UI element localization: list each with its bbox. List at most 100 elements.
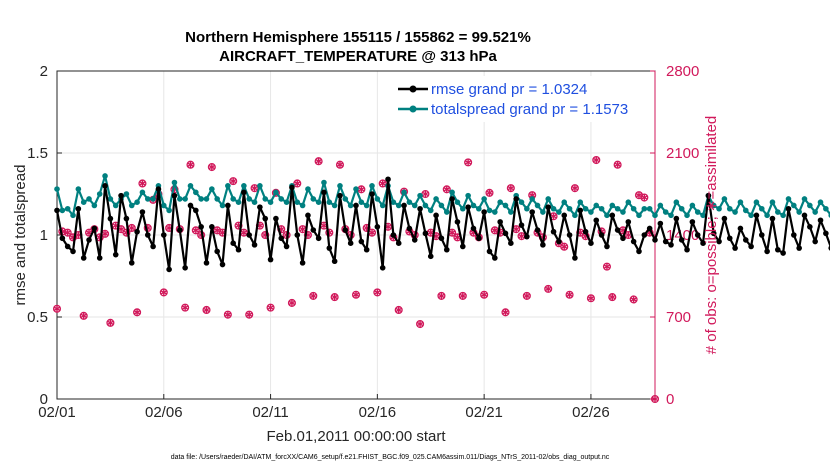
series-point-rmse (465, 204, 471, 210)
series-point-rmse (187, 202, 194, 209)
series-point-totalspread (700, 212, 706, 219)
obs-assimilated-marker (128, 225, 136, 231)
series-point-rmse (609, 212, 616, 219)
series-point-rmse (700, 240, 706, 246)
obs-marker (330, 293, 339, 302)
obs-assimilated-marker (651, 396, 659, 402)
obs-assimilated-marker (357, 186, 365, 192)
obs-marker (266, 303, 275, 312)
series-point-rmse (438, 235, 445, 242)
series-point-totalspread (203, 196, 210, 202)
obs-marker (186, 160, 195, 169)
series-point-rmse (620, 235, 626, 242)
obs-assimilated-marker (560, 244, 568, 250)
series-point-rmse (785, 205, 792, 212)
series-point-totalspread (369, 183, 375, 189)
series-point-rmse (630, 238, 637, 245)
obs-assimilated-marker (331, 294, 339, 300)
series-point-rmse (775, 246, 781, 253)
series-point-rmse (166, 266, 172, 273)
obs-assimilated-marker (101, 231, 109, 237)
series-point-rmse (481, 209, 487, 215)
series-point-totalspread (107, 196, 114, 202)
series-point-rmse (123, 215, 130, 222)
obs-assimilated-marker (309, 293, 317, 299)
series-point-totalspread (609, 202, 616, 209)
obs-marker (544, 284, 553, 293)
series-point-rmse (550, 228, 557, 235)
obs-marker (629, 295, 638, 304)
series-point-totalspread (459, 205, 466, 212)
series-point-rmse (139, 209, 146, 215)
series-point-rmse (321, 189, 327, 196)
series-point-rmse (780, 250, 786, 256)
obs-assimilated-marker (80, 313, 88, 319)
series-point-totalspread (769, 199, 776, 205)
series-point-rmse (518, 222, 525, 228)
series-point-totalspread (476, 205, 482, 212)
series-point-rmse (337, 192, 343, 199)
series-point-totalspread (70, 212, 76, 219)
series-point-rmse (331, 258, 338, 265)
series-point-rmse (721, 215, 728, 222)
series-point-rmse (502, 230, 509, 237)
series-point-rmse (417, 205, 423, 212)
series-point-totalspread (577, 199, 584, 205)
series-point-rmse (91, 225, 98, 232)
obs-marker (608, 293, 617, 302)
series-point-totalspread (310, 196, 317, 202)
series-point-totalspread (566, 205, 573, 212)
series-point-totalspread (262, 196, 269, 202)
series-point-totalspread (588, 209, 594, 215)
obs-assimilated-marker (635, 192, 643, 198)
series-point-rmse (107, 215, 114, 222)
series-point-rmse (705, 192, 712, 199)
series-point-rmse (182, 265, 188, 271)
obs-assimilated-marker (571, 185, 579, 191)
left-tick-label: 1 (40, 227, 48, 244)
series-layer (54, 173, 830, 273)
obs-assimilated-marker (133, 309, 141, 315)
series-point-rmse (646, 225, 653, 232)
series-point-rmse (305, 212, 311, 219)
left-tick-label: 0 (40, 391, 48, 408)
series-point-totalspread (219, 202, 226, 209)
series-point-totalspread (604, 212, 610, 219)
obs-assimilated-marker (315, 158, 323, 164)
series-point-rmse (796, 245, 802, 251)
obs-assimilated-marker (267, 305, 275, 311)
series-point-totalspread (102, 173, 108, 179)
obs-assimilated-marker (592, 157, 600, 163)
series-point-totalspread (246, 196, 253, 202)
series-point-rmse (492, 255, 498, 261)
series-point-totalspread (225, 183, 231, 189)
legend: rmse grand pr = 1.0324 totalspread grand… (390, 76, 652, 122)
series-point-rmse (604, 243, 610, 250)
series-point-totalspread (748, 212, 754, 219)
series-point-rmse (508, 240, 514, 246)
series-point-totalspread (209, 186, 215, 192)
series-point-totalspread (646, 205, 653, 212)
series-point-totalspread (807, 202, 813, 209)
series-point-totalspread (80, 199, 87, 205)
obs-assimilated-marker (64, 230, 72, 236)
series-point-rmse (769, 215, 776, 222)
series-point-totalspread (326, 199, 333, 205)
obs-marker (501, 308, 510, 317)
legend-label-totalspread: totalspread grand pr = 1.1573 (431, 101, 628, 118)
series-point-rmse (235, 246, 242, 253)
series-point-rmse (257, 204, 263, 210)
series-point-rmse (556, 238, 562, 245)
series-point-totalspread (390, 199, 397, 205)
series-point-rmse (540, 242, 546, 248)
series-point-rmse (593, 217, 600, 224)
right-tick-label: 700 (666, 309, 691, 326)
obs-marker (138, 179, 147, 188)
obs-marker (586, 294, 595, 303)
series-point-rmse (278, 235, 285, 242)
series-point-totalspread (283, 199, 290, 205)
series-point-totalspread (791, 202, 797, 209)
left-tick-label: 0.5 (27, 309, 48, 326)
series-point-rmse (118, 192, 124, 199)
series-point-rmse (299, 260, 306, 266)
